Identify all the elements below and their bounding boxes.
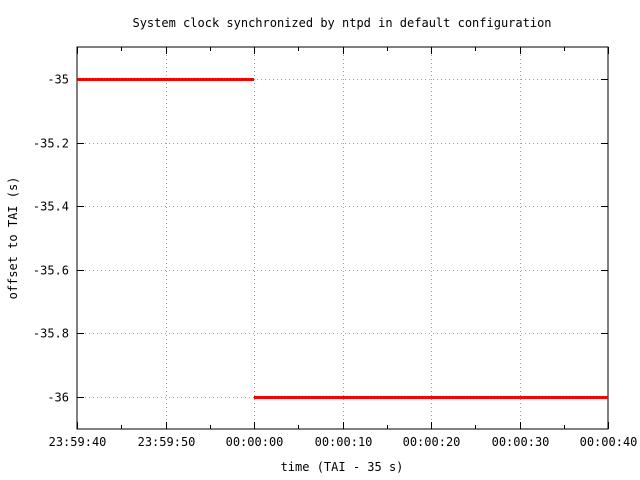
series (77, 78, 608, 399)
chart-title: System clock synchronized by ntpd in def… (132, 16, 551, 30)
y-tick-label: -35.8 (33, 327, 69, 341)
x-tick-label: 00:00:30 (492, 435, 550, 449)
y-tick-label: -35 (47, 73, 69, 87)
y-tick-label: -35.4 (33, 200, 69, 214)
y-tick-label: -36 (47, 391, 69, 405)
y-axis-label: offset to TAI (s) (6, 177, 20, 300)
y-tick-label: -35.2 (33, 137, 69, 151)
plot-area-border (76, 46, 609, 430)
x-tick-label: 23:59:40 (49, 435, 107, 449)
y-tick-label: -35.6 (33, 264, 69, 278)
x-tick-label: 00:00:10 (315, 435, 373, 449)
x-tick-label: 00:00:20 (403, 435, 461, 449)
x-tick-label: 23:59:50 (138, 435, 196, 449)
x-axis-label: time (TAI - 35 s) (281, 460, 404, 474)
grid (77, 47, 608, 429)
axis-ticks: 23:59:40 23:59:50 00:00:00 00:00:10 00:00:20… (33, 47, 638, 449)
x-tick-label: 00:00:40 (580, 435, 638, 449)
x-tick-label: 00:00:00 (226, 435, 284, 449)
